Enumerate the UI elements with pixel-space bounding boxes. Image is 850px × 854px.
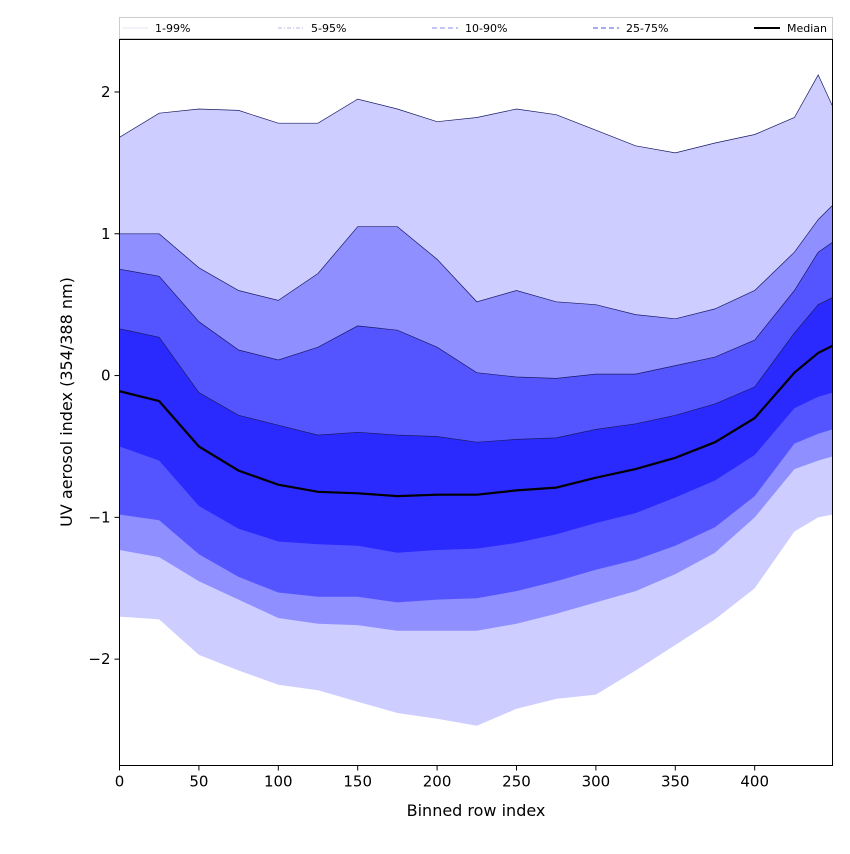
y-tick-label: 0 — [101, 367, 111, 385]
x-tick-label: 150 — [343, 773, 372, 791]
x-tick-label: 400 — [740, 773, 769, 791]
x-tick-label: 350 — [661, 773, 690, 791]
y-tick-label: 2 — [101, 83, 111, 101]
legend-label: 25-75% — [626, 22, 668, 35]
median-line — [119, 344, 833, 498]
y-tick-label: −1 — [88, 508, 110, 526]
plot-frame — [119, 39, 833, 766]
band-edge-lines — [119, 74, 833, 443]
legend-label: Median — [787, 22, 827, 35]
y-axis-label: UV aerosol index (354/388 nm) — [57, 277, 76, 527]
x-tick-label: 50 — [189, 773, 208, 791]
x-tick-label: 300 — [582, 773, 611, 791]
legend: 1-99% 5-95% 10-90% 25-75% Median — [119, 17, 833, 39]
y-axis-ticks: −2 −1 0 1 2 — [88, 83, 120, 668]
x-axis-ticks: 0 50 100 150 200 250 300 350 400 — [115, 765, 769, 791]
x-tick-label: 100 — [264, 773, 293, 791]
legend-label: 1-99% — [155, 22, 190, 35]
y-tick-label: 1 — [101, 225, 111, 243]
legend-label: 10-90% — [465, 22, 507, 35]
y-tick-label: −2 — [88, 650, 110, 668]
band-4-upper-edge — [119, 297, 833, 443]
band-3-upper-edge — [119, 242, 833, 379]
band-1-upper-edge — [119, 74, 833, 154]
x-axis-label: Binned row index — [407, 801, 546, 820]
x-tick-label: 0 — [115, 773, 125, 791]
legend-box — [119, 17, 833, 39]
band-2-upper-edge — [119, 205, 833, 320]
x-tick-label: 250 — [502, 773, 531, 791]
legend-label: 5-95% — [311, 22, 346, 35]
percentile-bands — [119, 74, 833, 726]
x-tick-label: 200 — [423, 773, 452, 791]
